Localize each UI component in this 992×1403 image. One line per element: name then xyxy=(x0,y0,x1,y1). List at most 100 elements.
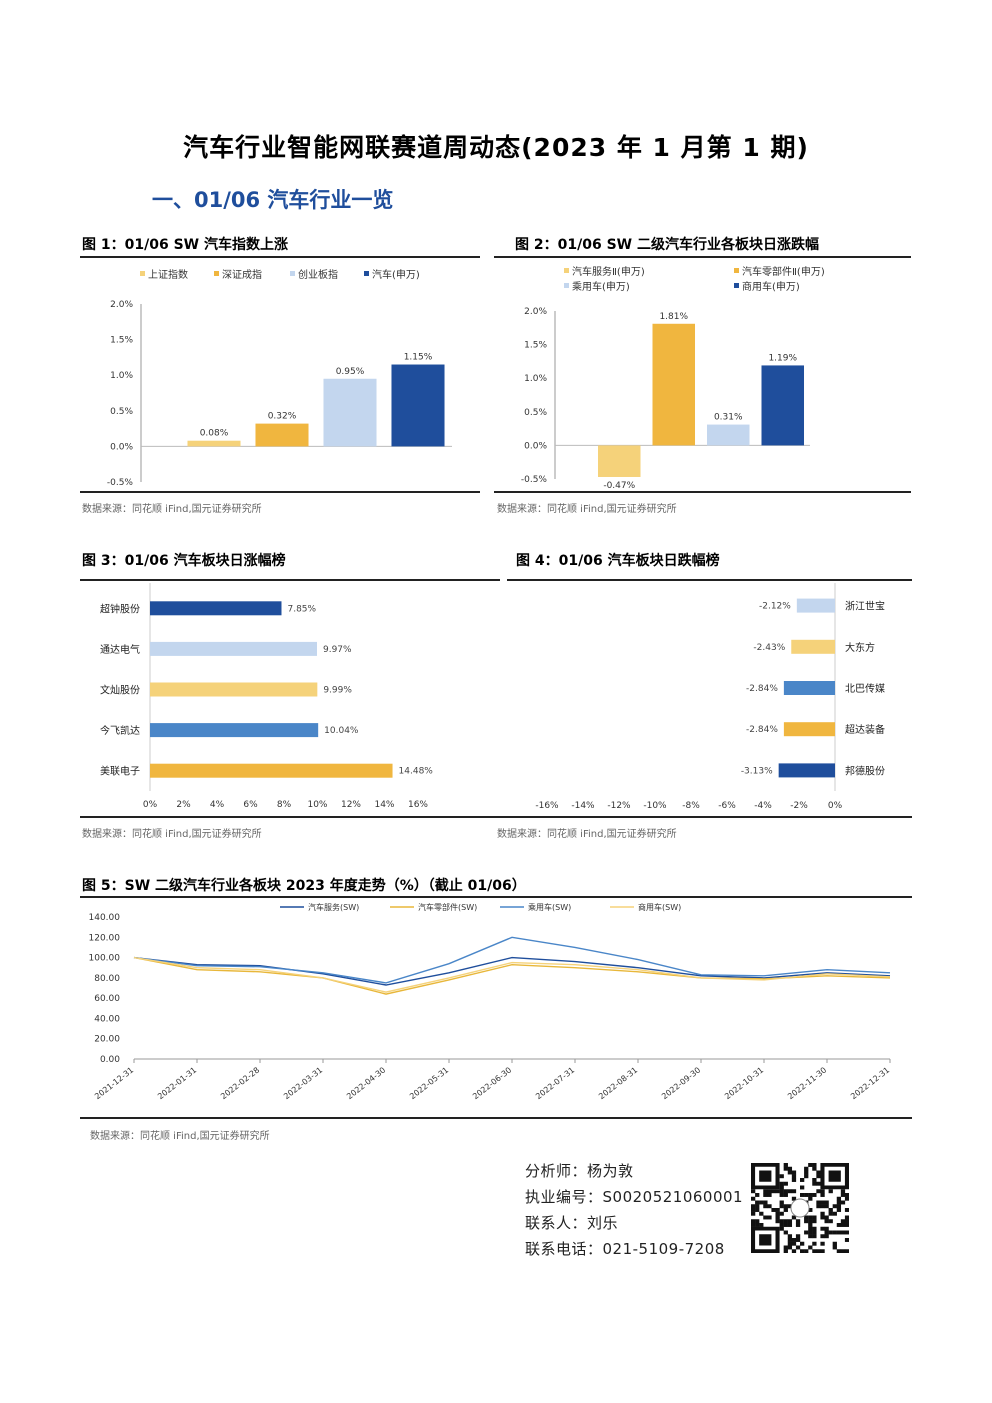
qr-module xyxy=(840,1249,846,1253)
qr-module xyxy=(844,1219,849,1224)
fig4-category-label: 浙江世宝 xyxy=(845,600,885,613)
qr-module xyxy=(791,1196,797,1201)
fig5-xtick-label: 2022-06-30 xyxy=(471,1065,513,1101)
qr-module xyxy=(812,1215,817,1220)
fig5-source: 数据来源：同花顺 iFind,国元证券研究所 xyxy=(90,1131,270,1142)
qr-module xyxy=(832,1230,837,1235)
fig2-bar xyxy=(652,323,696,446)
fig4-xtick-label: -8% xyxy=(682,801,700,811)
fig1-ytick-label: 1.0% xyxy=(110,371,133,381)
qr-module xyxy=(808,1208,813,1212)
fig3-bar xyxy=(150,601,282,616)
qr-module xyxy=(771,1189,776,1194)
qr-module xyxy=(824,1215,829,1220)
qr-module xyxy=(800,1178,805,1182)
fig5-series-line xyxy=(133,956,891,993)
qr-module xyxy=(824,1230,829,1235)
fig4-source: 数据来源：同花顺 iFind,国元证券研究所 xyxy=(497,829,677,840)
qr-module xyxy=(812,1178,817,1182)
qr-module xyxy=(800,1185,805,1190)
fig3-source: 数据来源：同花顺 iFind,国元证券研究所 xyxy=(82,829,262,840)
qr-module xyxy=(836,1223,842,1227)
qr-module xyxy=(763,1189,768,1194)
fig5-ytick-label: 20.00 xyxy=(94,1035,120,1045)
qr-module xyxy=(800,1249,805,1253)
qr-module xyxy=(783,1204,788,1209)
qr-module xyxy=(808,1193,813,1197)
analyst-name: 分析师：杨为敦 xyxy=(525,1162,634,1180)
fig1-legend-swatch xyxy=(140,271,145,276)
qr-module xyxy=(767,1215,772,1220)
fig4-data-label: -3.13% xyxy=(741,766,773,776)
fig1-legend-label: 上证指数 xyxy=(148,268,188,281)
qr-module xyxy=(804,1193,809,1197)
qr-module xyxy=(840,1219,846,1224)
qr-module xyxy=(779,1223,784,1227)
fig1-data-label: 0.95% xyxy=(336,367,365,377)
contact-phone: 联系电话：021-5109-7208 xyxy=(525,1240,725,1258)
fig3-category-label: 超钟股份 xyxy=(100,602,140,615)
qr-module xyxy=(812,1166,817,1171)
qr-module xyxy=(808,1215,813,1220)
fig1-legend-swatch xyxy=(214,271,219,276)
fig1-ytick-label: 0.0% xyxy=(110,442,133,452)
qr-center-logo-icon xyxy=(790,1198,810,1218)
qr-module xyxy=(816,1181,821,1186)
qr-module xyxy=(779,1200,784,1205)
fig4-data-label: -2.84% xyxy=(746,684,778,694)
fig3-data-label: 7.85% xyxy=(287,604,316,614)
qr-module xyxy=(787,1166,793,1171)
qr-module xyxy=(783,1208,788,1212)
qr-module xyxy=(763,1200,768,1205)
fig1-legend-label: 汽车(申万) xyxy=(372,268,420,281)
fig5-chart: 140.00 120.00 100.00 80.00 60.00 40.00 20.00 0.… xyxy=(89,902,892,1101)
fig3-bar xyxy=(150,641,317,656)
qr-module xyxy=(779,1219,784,1224)
fig3-xtick-label: 2% xyxy=(176,800,191,810)
fig5-xtick-label: 2022-12-31 xyxy=(849,1065,891,1101)
qr-module xyxy=(820,1226,825,1231)
qr-module xyxy=(840,1223,846,1227)
qr-module xyxy=(751,1189,756,1194)
fig1-chart: 2.0% 1.5% 1.0% 0.5% 0.0% -0.5% 0.08% 0.32% 0.95%… xyxy=(107,268,452,488)
qr-module xyxy=(836,1204,842,1209)
qr-finder-inner xyxy=(759,1170,772,1182)
fig2-chart: 2.0% 1.5% 1.0% 0.5% 0.0% -0.5% -0.47% 1.81% 0.31… xyxy=(521,265,825,491)
qr-module xyxy=(767,1189,772,1194)
fig4-chart: -16% -14% -12% -10% -8% -6% -4% -2% 0% 浙江世宝 -2.12%… xyxy=(535,583,885,811)
fig4-category-label: 大东方 xyxy=(845,641,875,654)
qr-module xyxy=(836,1196,842,1201)
fig1-bottom-rule xyxy=(80,491,480,493)
fig1-title: 图 1：01/06 SW 汽车指数上涨 xyxy=(82,237,288,253)
qr-module xyxy=(820,1215,825,1220)
license-number: 执业编号：S0020521060001 xyxy=(525,1188,744,1206)
qr-module xyxy=(824,1226,829,1231)
fig1-bar xyxy=(187,440,241,447)
fig5-ytick-label: 120.00 xyxy=(89,933,121,943)
fig1-legend-swatch xyxy=(364,271,369,276)
qr-module xyxy=(844,1196,849,1201)
fig5-series-line xyxy=(133,956,891,995)
qr-module xyxy=(808,1223,813,1227)
qr-module xyxy=(783,1189,788,1194)
qr-module xyxy=(828,1189,833,1194)
page-title: 汽车行业智能网联赛道周动态(2023 年 1 月第 1 期) xyxy=(183,133,809,162)
fig1-data-label: 0.08% xyxy=(200,429,229,439)
qr-module xyxy=(751,1196,756,1201)
fig3-bar xyxy=(150,723,319,738)
qr-module xyxy=(791,1178,797,1182)
contact-person: 联系人：刘乐 xyxy=(525,1214,619,1232)
fig2-ytick-label: 0.0% xyxy=(524,441,547,451)
qr-module xyxy=(783,1166,788,1171)
fig2-ytick-label: -0.5% xyxy=(521,475,548,485)
fig4-title: 图 4：01/06 汽车板块日跌幅榜 xyxy=(516,553,720,569)
fig5-bottom-rule xyxy=(80,1117,912,1119)
fig3-xtick-label: 0% xyxy=(143,800,158,810)
qr-module xyxy=(767,1193,772,1197)
fig2-legend-swatch xyxy=(564,268,569,273)
fig4-bar xyxy=(791,639,835,654)
fig4-bar xyxy=(783,722,835,737)
fig3-bar xyxy=(150,682,318,697)
qr-module xyxy=(771,1208,776,1212)
qr-module xyxy=(775,1208,780,1212)
